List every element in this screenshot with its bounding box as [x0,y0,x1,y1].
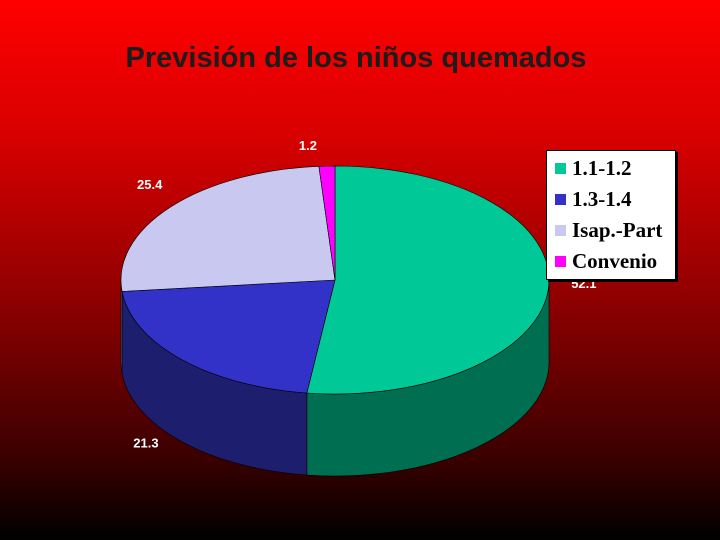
pie-slice-1-3-1-4 [121,279,336,394]
pie-slice-convenio [318,165,336,281]
legend-swatch-3 [555,225,566,236]
legend: 1.1-1.2 1.3-1.4 Isap.-Part Convenio [546,150,676,280]
legend-swatch-1 [555,163,566,174]
data-label-1-3-1-4: 21.3 [133,435,158,450]
pie-slice-isap-part [120,166,336,292]
legend-label-2: 1.3-1.4 [572,187,632,211]
legend-swatch-4 [555,256,566,267]
pie-label-group: 52.121.325.41.2 [133,138,596,450]
legend-item-2: 1.3-1.4 [555,184,675,215]
pie-slice-1-1-1-2 [306,165,550,395]
pie-side-group [120,279,550,477]
legend-item-3: Isap.-Part [555,215,675,246]
pie-top-group [120,165,550,395]
data-label-convenio: 1.2 [299,138,317,153]
legend-item-1: 1.1-1.2 [555,153,675,184]
pie-side-isap-part [120,279,123,374]
legend-label-1: 1.1-1.2 [572,156,632,180]
legend-item-4: Convenio [555,246,675,277]
legend-label-4: Convenio [572,249,658,273]
legend-label-3: Isap.-Part [572,218,663,242]
legend-swatch-2 [555,194,566,205]
data-label-isap-part: 25.4 [137,177,163,192]
chart-title: Previsión de los niños quemados [125,42,587,74]
